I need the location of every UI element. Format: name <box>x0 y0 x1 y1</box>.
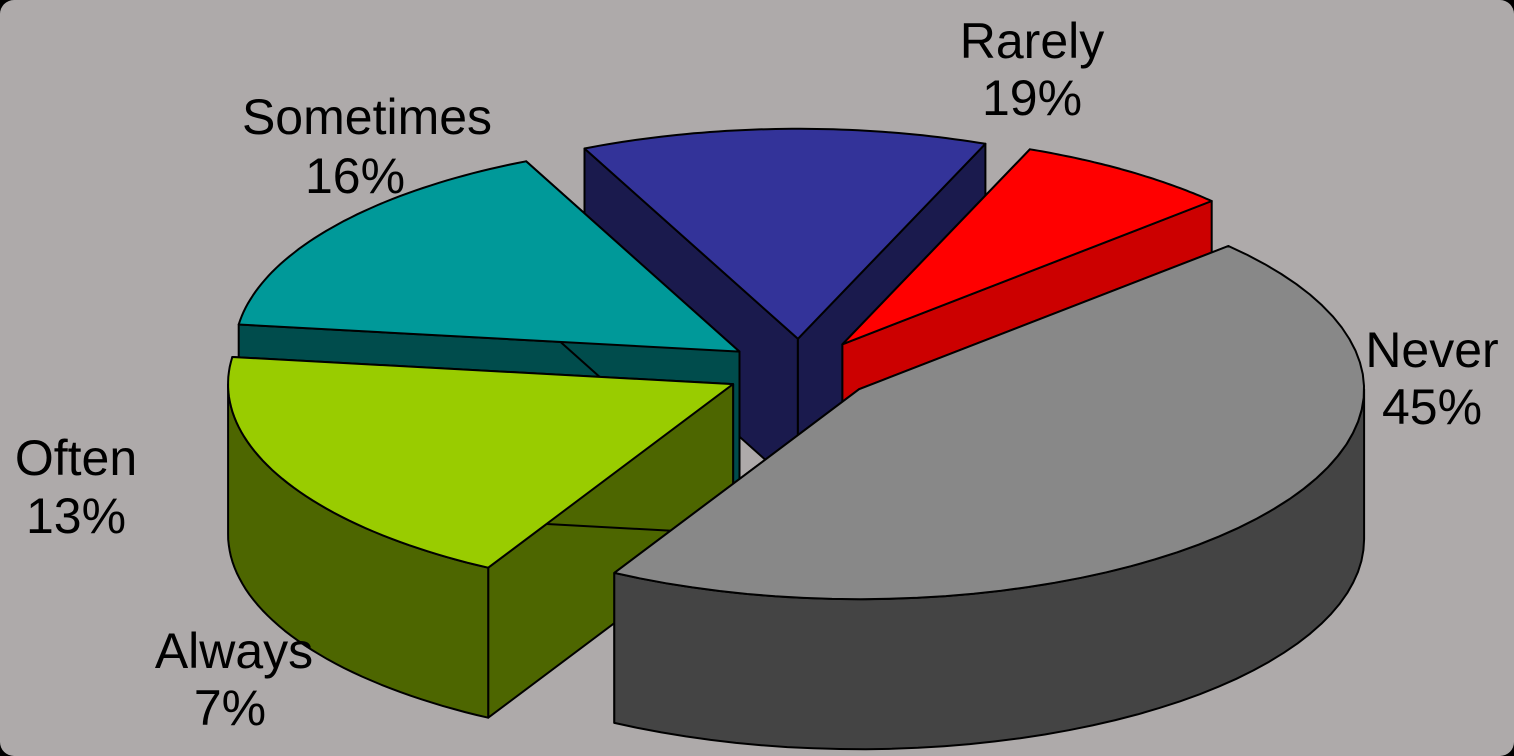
value-always: 7% <box>194 680 266 736</box>
label-rarely: Rarely <box>960 13 1104 69</box>
value-sometimes: 16% <box>305 148 405 204</box>
label-always: Always <box>155 623 313 679</box>
value-often: 13% <box>26 488 126 544</box>
slice-rarely <box>227 356 735 719</box>
label-never: Never <box>1365 322 1498 378</box>
slice-often-top <box>583 127 987 340</box>
slice-sometimes-top <box>237 160 741 353</box>
slice-rarely-top <box>227 356 735 569</box>
label-sometimes: Sometimes <box>242 89 492 145</box>
slice-never-top <box>613 245 1365 601</box>
pie-slices <box>227 127 1366 751</box>
label-often: Often <box>15 430 137 486</box>
slice-always-top <box>841 148 1213 346</box>
value-rarely: 19% <box>982 70 1082 126</box>
slice-never <box>613 245 1366 751</box>
value-never: 45% <box>1382 379 1482 435</box>
